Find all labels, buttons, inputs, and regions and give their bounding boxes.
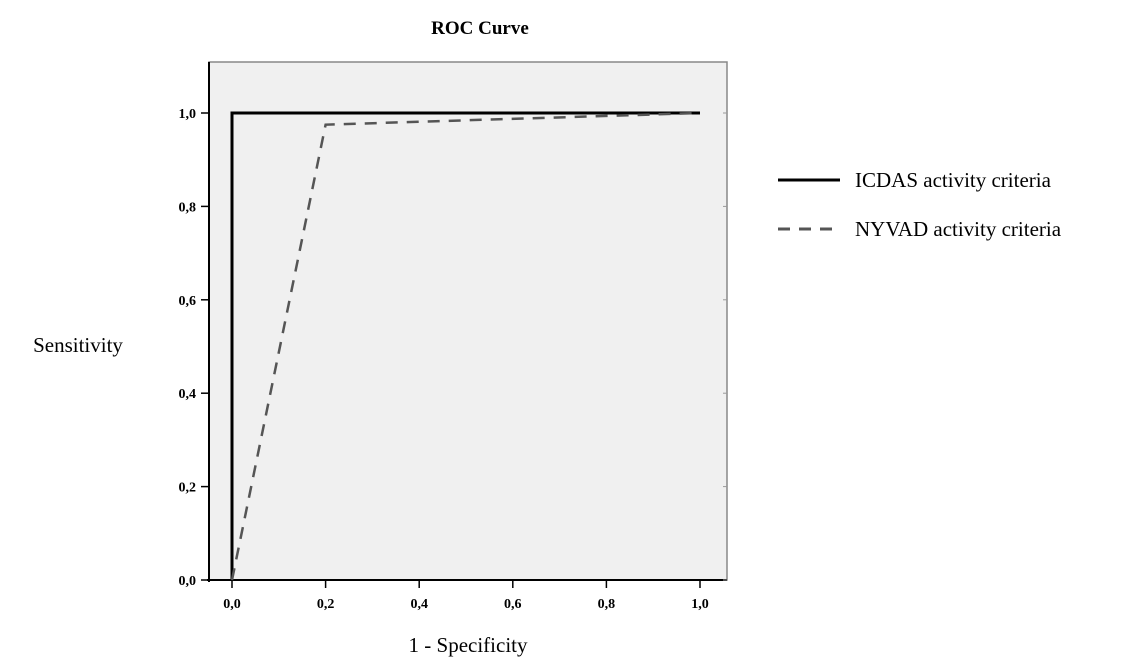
y-tick-label: 0,0	[179, 574, 197, 589]
x-tick-label: 0,4	[410, 597, 428, 612]
legend: ICDAS activity criteria NYVAD activity c…	[778, 168, 1062, 241]
y-tick-label: 0,8	[179, 200, 197, 215]
series-layer	[230, 111, 701, 581]
y-axis-ticks: 0,0 0,2 0,4 0,6 0,8 1,0	[179, 107, 727, 589]
x-tick-label: 0,8	[598, 597, 616, 612]
y-tick-label: 0,2	[179, 481, 197, 496]
x-tick-label: 0,2	[317, 597, 335, 612]
plot-area	[208, 61, 728, 581]
x-tick-label: 0,6	[504, 597, 522, 612]
legend-label-nyvad: NYVAD activity criteria	[855, 217, 1062, 241]
y-tick-label: 0,4	[179, 387, 197, 402]
x-tick-label: 0,0	[223, 597, 241, 612]
x-axis-ticks: 0,0 0,2 0,4 0,6 0,8 1,0	[223, 580, 709, 612]
x-axis-label: 1 - Specificity	[409, 633, 528, 657]
legend-label-icdas: ICDAS activity criteria	[855, 168, 1052, 192]
series-line-nyvad	[230, 111, 701, 581]
chart-title: ROC Curve	[431, 18, 529, 39]
y-tick-label: 0,6	[179, 294, 197, 309]
y-axis-label: Sensitivity	[33, 333, 123, 357]
x-tick-label: 1,0	[691, 597, 709, 612]
series-line-icdas	[230, 111, 700, 580]
y-tick-label: 1,0	[179, 107, 197, 122]
